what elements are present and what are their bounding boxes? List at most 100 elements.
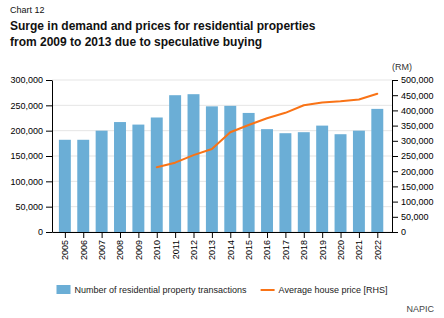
tick: 2005: [60, 232, 70, 260]
y-axis: 0 50,000 100,000 150,000 200,000 250,000 300,0…: [10, 75, 52, 237]
tick-label: 200,000: [401, 167, 434, 177]
tick: 2015: [244, 232, 254, 260]
x-axis: 2005 2006 2007 2008 2009 2010 2011 2012 2013 2014…: [53, 232, 393, 260]
bar: [96, 131, 108, 232]
tick-label: 100,000: [10, 177, 43, 187]
y2-axis: 050,000100,000150,000200,000250,000300,0…: [392, 75, 434, 237]
tick: 0: [38, 227, 52, 237]
tick-mark: [102, 232, 103, 238]
tick-mark: [377, 232, 378, 238]
tick-mark: [46, 232, 52, 233]
tick-label: 2007: [97, 240, 107, 260]
tick: 2021: [354, 232, 364, 260]
tick-label: 500,000: [401, 75, 434, 85]
tick: 50,000: [15, 202, 52, 212]
bar: [298, 132, 310, 232]
tick-mark: [175, 232, 176, 238]
tick-mark: [249, 232, 250, 238]
tick: 150,000: [392, 182, 434, 192]
tick-mark: [138, 232, 139, 238]
tick: 250,000: [392, 151, 434, 161]
tick: 300,000: [392, 136, 434, 146]
tick: 2007: [97, 232, 107, 260]
tick-label: 2018: [299, 240, 309, 260]
plot: 2005 2006 2007 2008 2009 2010 2011 2012 2013 2014…: [10, 62, 433, 260]
tick: 2020: [336, 232, 346, 260]
bar: [353, 131, 365, 232]
bar: [188, 94, 200, 232]
tick-label: 250,000: [401, 151, 434, 161]
tick-label: 2020: [336, 240, 346, 260]
tick: 250,000: [10, 101, 52, 111]
legend-swatch: [261, 289, 275, 291]
source: NAPIC: [406, 304, 434, 314]
marks: [59, 94, 383, 232]
tick-label: 2017: [281, 240, 291, 260]
tick-mark: [65, 232, 66, 238]
tick-label: 2021: [354, 240, 364, 260]
tick-label: 200,000: [10, 126, 43, 136]
tick-mark: [392, 80, 398, 81]
tick-label: 2011: [171, 240, 181, 259]
tick-label: 350,000: [401, 121, 434, 131]
tick: 350,000: [392, 121, 434, 131]
tick-label: 2014: [226, 240, 236, 260]
bar: [151, 117, 163, 232]
tick-label: 2019: [318, 240, 328, 260]
legend-item: Number of residential property transacti…: [57, 285, 248, 295]
tick-label: 2013: [207, 240, 217, 260]
tick: 100,000: [392, 197, 434, 207]
tick: 2013: [207, 232, 217, 260]
tick-label: 2010: [152, 240, 162, 260]
tick-label: 50,000: [15, 202, 43, 212]
bar: [261, 129, 273, 232]
tick-mark: [46, 105, 52, 106]
tick-label: 2016: [262, 240, 272, 260]
tick-label: 2008: [115, 240, 125, 260]
tick-mark: [83, 232, 84, 238]
tick-label: 2015: [244, 240, 254, 260]
tick-label: 100,000: [401, 197, 434, 207]
bar: [77, 140, 89, 232]
tick: 2022: [373, 232, 383, 260]
tick: 200,000: [10, 126, 52, 136]
tick-mark: [304, 232, 305, 238]
tick-mark: [322, 232, 323, 238]
bar: [243, 113, 255, 232]
tick: 2011: [171, 232, 181, 259]
tick-mark: [212, 232, 213, 238]
bar: [335, 134, 347, 232]
tick-label: 300,000: [401, 136, 434, 146]
tick-mark: [392, 232, 398, 233]
line: [157, 94, 378, 168]
bar: [114, 122, 126, 232]
tick-mark: [392, 156, 398, 157]
tick: 200,000: [392, 167, 434, 177]
tick: 450,000: [392, 91, 434, 101]
grid: [52, 80, 392, 232]
tick-label: 150,000: [10, 151, 43, 161]
tick: 2006: [79, 232, 89, 260]
tick-mark: [392, 202, 398, 203]
tick-label: 2009: [134, 240, 144, 260]
bar: [132, 125, 144, 232]
tick-mark: [392, 186, 398, 187]
tick: 300,000: [10, 75, 52, 85]
tick: 2014: [226, 232, 236, 260]
grid-line: [52, 105, 392, 106]
tick-mark: [341, 232, 342, 238]
tick: 50,000: [392, 212, 429, 222]
tick-mark: [285, 232, 286, 238]
tick: 2009: [134, 232, 144, 260]
tick-label: 450,000: [401, 91, 434, 101]
tick: 150,000: [10, 151, 52, 161]
tick-label: 2022: [373, 240, 383, 260]
tick-mark: [392, 126, 398, 127]
tick-mark: [392, 141, 398, 142]
tick-mark: [46, 181, 52, 182]
bar: [59, 140, 71, 232]
tick: 500,000: [392, 75, 434, 85]
bar: [279, 133, 291, 232]
tick: 100,000: [10, 177, 52, 187]
tick-label: 2012: [189, 240, 199, 260]
